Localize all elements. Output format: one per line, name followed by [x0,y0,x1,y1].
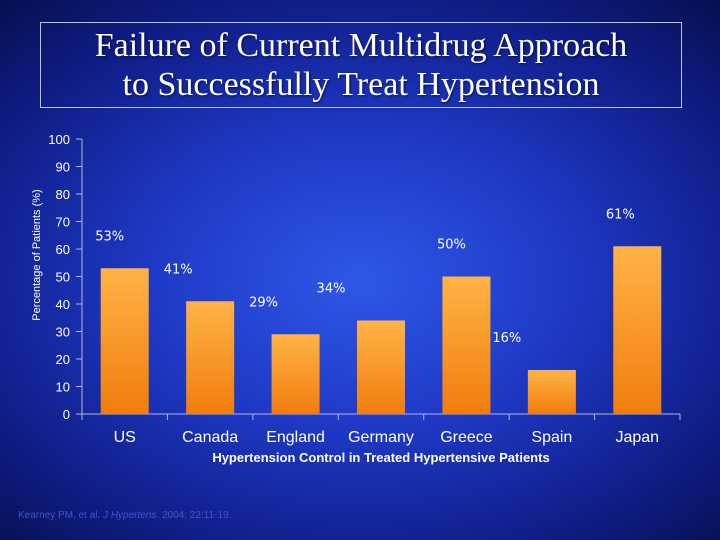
y-tick-label: 60 [56,242,70,257]
x-tick-label-spain: Spain [531,429,572,446]
bar-us [100,268,149,414]
x-tick-label-canada: Canada [182,429,238,446]
bar-germany [357,320,405,414]
y-axis: 0 10 20 30 40 50 60 70 80 90 100 [48,132,83,422]
y-tick-label: 0 [63,407,70,422]
data-label-canada: 41% [164,262,193,277]
y-tick-label: 50 [56,270,70,285]
data-label-england: 29% [249,295,278,310]
data-label-spain: 16% [492,331,521,346]
y-tick-label: 90 [56,160,70,175]
x-tick-label-us: US [114,429,136,446]
y-tick-label: 100 [48,132,70,147]
y-tick-label: 30 [56,325,70,340]
bars [100,246,662,414]
citation-details: . 2004; 22:11-19. [156,510,232,521]
data-label-greece: 50% [437,238,466,253]
citation: Kearney PM, et al. J Hypertens. 2004; 22… [18,510,231,521]
title-line-1: Failure of Current Multidrug Approach [94,27,628,64]
bar-england [271,334,320,414]
data-label-us: 53% [95,229,124,244]
x-tick-label-japan: Japan [615,429,659,446]
y-tick-label: 80 [56,187,70,202]
bar-spain [527,370,576,414]
y-tick-label: 20 [56,352,70,367]
bar-canada [186,301,235,414]
y-tick-label: 10 [56,380,70,395]
bar-japan [613,246,662,414]
x-tick-label-greece: Greece [440,429,493,446]
citation-journal: J Hypertens [103,510,157,521]
citation-authors: Kearney PM, et al. [18,510,101,521]
bar-greece [442,276,491,414]
data-labels: 53% 41% 29% 34% 50% 16% 61% [95,207,634,346]
data-label-germany: 34% [317,282,346,297]
x-tick-label-germany: Germany [348,429,414,446]
y-tick-label: 40 [56,297,70,312]
data-label-japan: 61% [606,207,635,222]
title-line-2: to Successfully Treat Hypertension [122,66,600,103]
x-axis: US Canada England Germany Greece Spain Japan [81,413,681,446]
y-tick-label: 70 [56,215,70,230]
title-box: Failure of Current Multidrug Approach to… [40,22,682,108]
x-axis-title: Hypertension Control in Treated Hyperten… [212,450,549,465]
x-tick-label-england: England [266,429,325,446]
y-axis-title: Percentage of Patients (%) [31,189,43,320]
